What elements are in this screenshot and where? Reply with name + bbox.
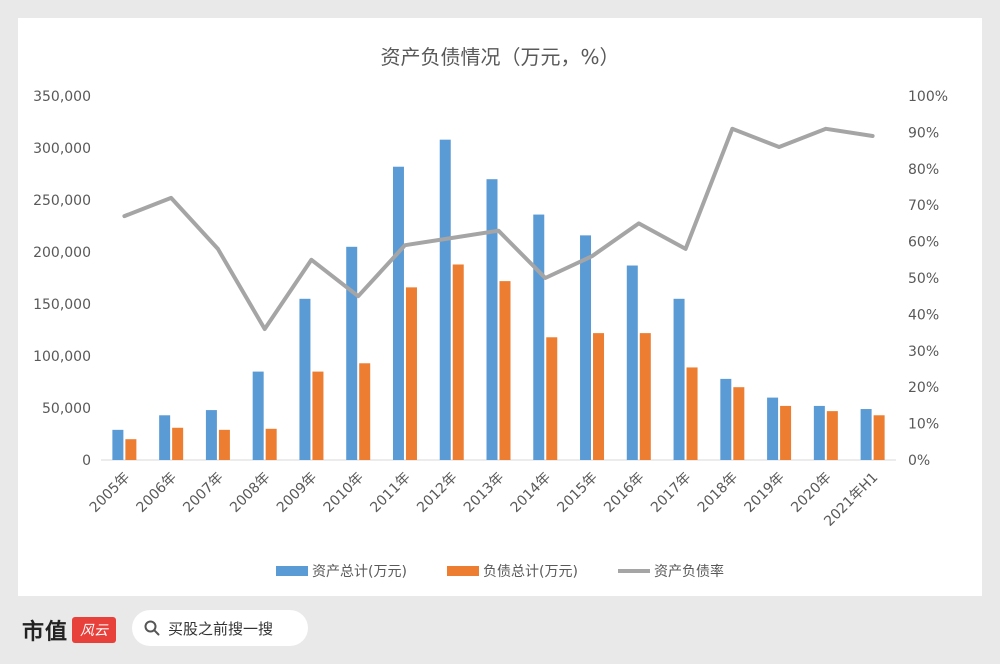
legend-swatch-liabilities <box>447 566 479 576</box>
x-tick-label: 2011年 <box>367 470 413 516</box>
footer: 市值 风云 买股之前搜一搜 <box>0 596 1000 664</box>
x-tick-label: 2020年 <box>788 470 834 516</box>
bar-assets <box>392 166 404 460</box>
y-right-tick-label: 70% <box>908 198 939 214</box>
bar-liabilities <box>546 337 558 460</box>
x-tick-label: 2006年 <box>134 470 180 516</box>
x-tick-label: 2019年 <box>742 470 788 516</box>
bar-liabilities <box>218 429 230 460</box>
brand-logo: 风云 <box>72 617 117 643</box>
bar-liabilities <box>873 415 885 460</box>
y-left-tick-label: 50,000 <box>42 401 91 417</box>
y-right-tick-label: 20% <box>908 380 939 396</box>
y-left-tick-label: 300,000 <box>33 141 91 157</box>
x-tick-label: 2009年 <box>274 470 320 516</box>
y-right-tick-label: 10% <box>908 417 939 433</box>
bar-assets <box>346 246 358 460</box>
bar-assets <box>533 214 545 460</box>
search-box[interactable]: 买股之前搜一搜 <box>132 610 308 646</box>
y-right-tick-label: 40% <box>908 307 939 323</box>
x-tick-label: 2014年 <box>508 470 554 516</box>
y-left-tick-label: 250,000 <box>33 193 91 209</box>
bar-assets <box>580 235 592 460</box>
brand-name: 市值 <box>22 619 69 645</box>
search-icon <box>144 620 160 636</box>
line-debt-ratio <box>122 126 875 331</box>
bar-liabilities <box>172 427 184 460</box>
legend-label: 资产总计(万元) <box>312 564 407 580</box>
bar-liabilities <box>359 363 371 460</box>
legend-label: 资产负债率 <box>654 563 724 580</box>
bar-liabilities <box>499 281 511 460</box>
bar-liabilities <box>405 287 417 460</box>
y-left-tick-label: 200,000 <box>33 245 91 261</box>
chart: 资产负债情况（万元，%） 0 50,000 100,000 150,000 200,000… <box>33 45 948 580</box>
y-left-tick-label: 0 <box>82 453 91 469</box>
x-tick-label: 2010年 <box>321 470 367 516</box>
bar-liabilities <box>826 411 838 460</box>
bar-assets <box>813 405 825 460</box>
bar-assets <box>159 415 171 460</box>
bar-liabilities <box>780 405 792 460</box>
y-right-tick-label: 0% <box>908 453 930 469</box>
bar-assets <box>673 298 685 460</box>
bar-assets <box>205 410 217 460</box>
bar-liabilities <box>686 367 698 460</box>
x-tick-label: 2012年 <box>414 470 460 516</box>
bar-liabilities <box>452 264 464 460</box>
chart-card: 资产负债情况（万元，%） 0 50,000 100,000 150,000 200,000… <box>18 18 982 596</box>
bar-assets <box>486 179 498 460</box>
y-right-tick-label: 90% <box>908 125 939 141</box>
x-tick-label: 2016年 <box>601 470 647 516</box>
bar-liabilities <box>312 371 324 460</box>
bar-liabilities <box>265 428 277 460</box>
bar-liabilities <box>639 333 651 460</box>
bar-assets <box>439 139 451 460</box>
y-right-tick-label: 50% <box>908 271 939 287</box>
bar-assets <box>112 429 124 460</box>
bar-assets <box>860 409 872 460</box>
y-left-tick-label: 350,000 <box>33 89 91 105</box>
bar-assets <box>626 265 638 460</box>
bar-assets <box>299 298 311 460</box>
bar-assets <box>767 397 779 460</box>
x-tick-label: 2008年 <box>227 470 273 516</box>
x-tick-label: 2005年 <box>87 470 133 516</box>
y-right-tick-label: 30% <box>908 344 939 360</box>
x-tick-label: 2017年 <box>648 470 694 516</box>
y-left-tick-label: 100,000 <box>33 349 91 365</box>
x-tick-label: 2013年 <box>461 470 507 516</box>
brand[interactable]: 市值 风云 <box>22 614 117 646</box>
chart-title: 资产负债情况（万元，%） <box>380 45 619 69</box>
y-left-tick-label: 150,000 <box>33 297 91 313</box>
y-right-tick-label: 100% <box>908 89 948 105</box>
x-tick-label: 2018年 <box>695 470 741 516</box>
legend-label: 负债总计(万元) <box>483 564 578 580</box>
bar-liabilities <box>593 333 605 460</box>
bar-liabilities <box>733 387 745 460</box>
y-right-tick-label: 80% <box>908 162 939 178</box>
x-tick-label: 2007年 <box>180 470 226 516</box>
bar-assets <box>720 378 732 460</box>
bar-liabilities <box>125 439 137 460</box>
x-tick-label: 2015年 <box>554 470 600 516</box>
bar-assets <box>252 371 264 460</box>
search-placeholder: 买股之前搜一搜 <box>168 619 274 638</box>
y-right-tick-label: 60% <box>908 235 939 251</box>
legend-swatch-assets <box>276 566 308 576</box>
